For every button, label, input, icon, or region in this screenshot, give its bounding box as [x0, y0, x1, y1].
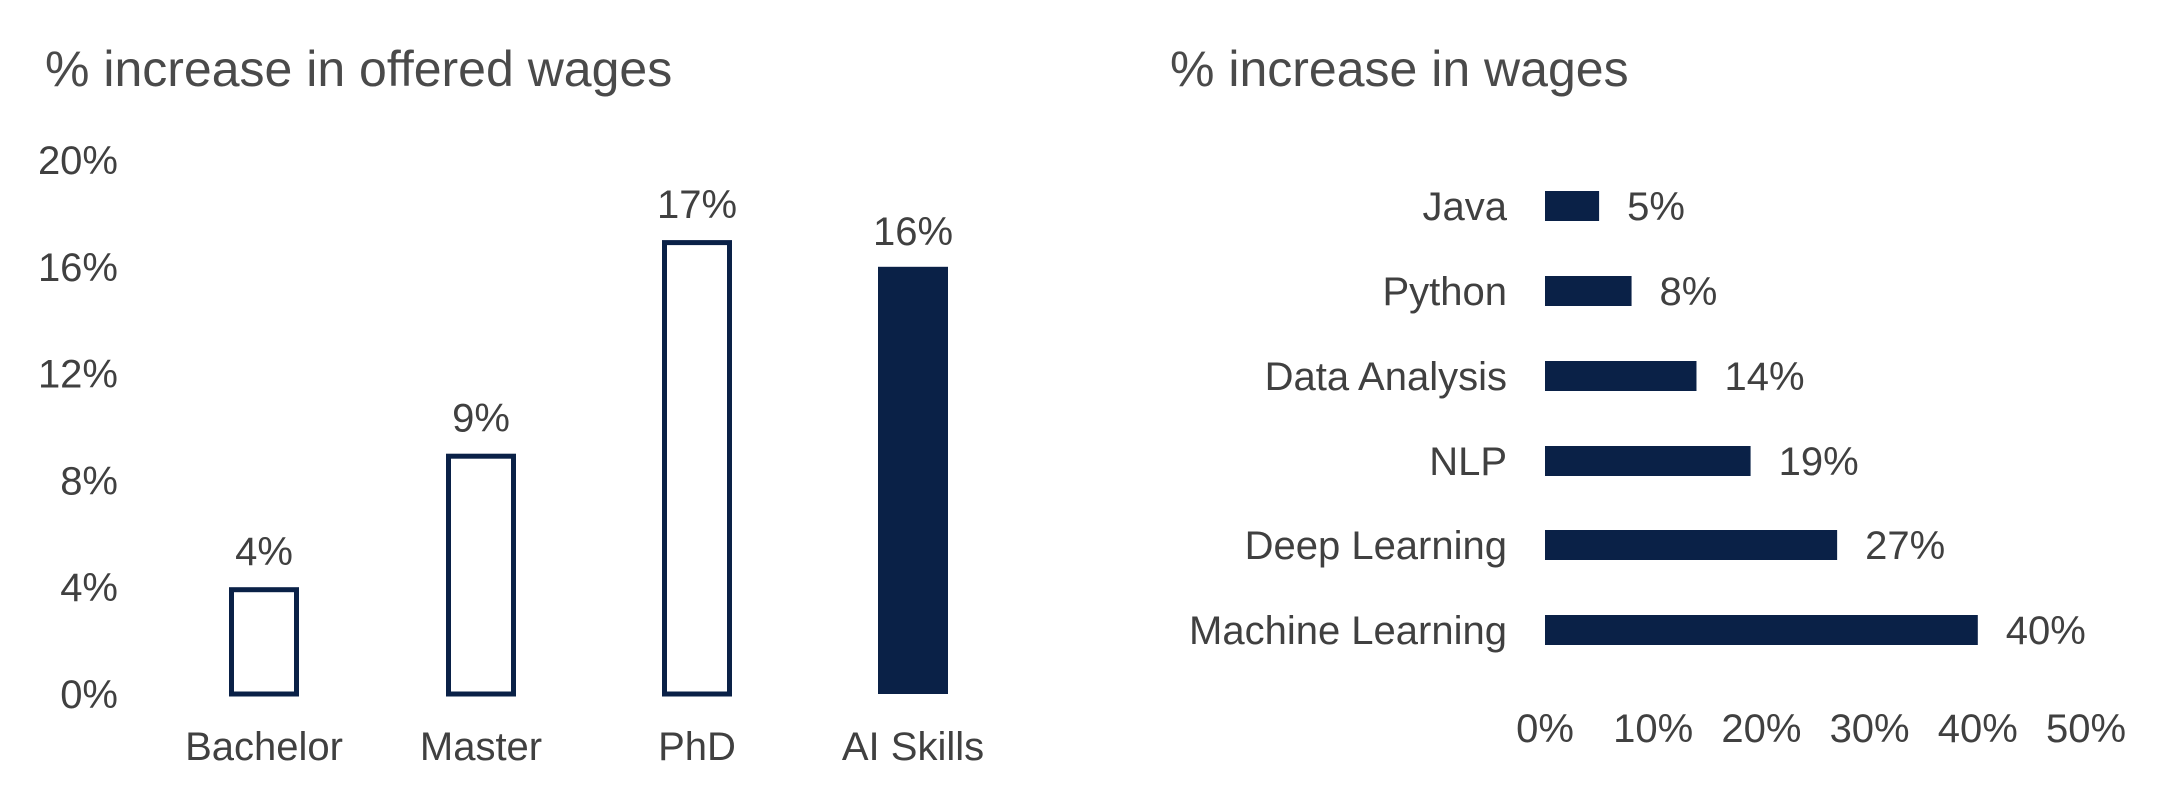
bar	[1545, 191, 1600, 221]
data-label: 14%	[1724, 355, 1804, 399]
x-tick-label: 50%	[2046, 707, 2126, 751]
data-label: 27%	[1865, 524, 1945, 568]
data-label: 19%	[1779, 440, 1859, 484]
data-label: 5%	[1627, 185, 1685, 229]
data-label: 4%	[235, 530, 293, 574]
y-tick-label: 16%	[38, 246, 118, 290]
bar	[1545, 361, 1697, 391]
x-tick-label: Bachelor	[185, 725, 343, 769]
y-tick-label: Machine Learning	[1189, 609, 1507, 653]
y-tick-label: 0%	[60, 673, 118, 717]
x-tick-label: AI Skills	[842, 725, 984, 769]
bar	[1545, 615, 1978, 645]
y-tick-label: 12%	[38, 353, 118, 397]
y-tick-label: Java	[1423, 185, 1508, 229]
y-tick-label: 8%	[60, 459, 118, 503]
bar	[878, 266, 948, 694]
right-chart-title: % increase in wages	[1170, 41, 1629, 97]
x-tick-label: Master	[420, 725, 542, 769]
bar	[1545, 276, 1632, 306]
x-tick-label: 20%	[1721, 707, 1801, 751]
y-tick-label: Deep Learning	[1245, 524, 1507, 568]
bar	[229, 587, 299, 697]
bar	[446, 453, 516, 697]
left-chart-title: % increase in offered wages	[45, 41, 673, 97]
x-tick-label: 40%	[1938, 707, 2018, 751]
x-tick-label: 10%	[1613, 707, 1693, 751]
data-label: 17%	[657, 183, 737, 227]
y-tick-label: 20%	[38, 139, 118, 183]
y-tick-label: Data Analysis	[1265, 355, 1507, 399]
y-tick-label: Python	[1382, 270, 1507, 314]
bar	[1545, 530, 1838, 560]
y-tick-label: 4%	[60, 566, 118, 610]
bar	[1545, 446, 1751, 476]
data-label: 8%	[1660, 270, 1718, 314]
data-label: 16%	[873, 210, 953, 254]
data-label: 9%	[452, 397, 510, 441]
x-tick-label: PhD	[658, 725, 736, 769]
y-tick-label: NLP	[1429, 440, 1507, 484]
x-tick-label: 0%	[1516, 707, 1574, 751]
bar	[662, 240, 732, 697]
x-tick-label: 30%	[1830, 707, 1910, 751]
data-label: 40%	[2006, 609, 2086, 653]
left-bar-chart: 0% 4% 8% 12% 16% 20% 4% Bachelor 9% Master 17% PhD 1…	[38, 139, 984, 769]
